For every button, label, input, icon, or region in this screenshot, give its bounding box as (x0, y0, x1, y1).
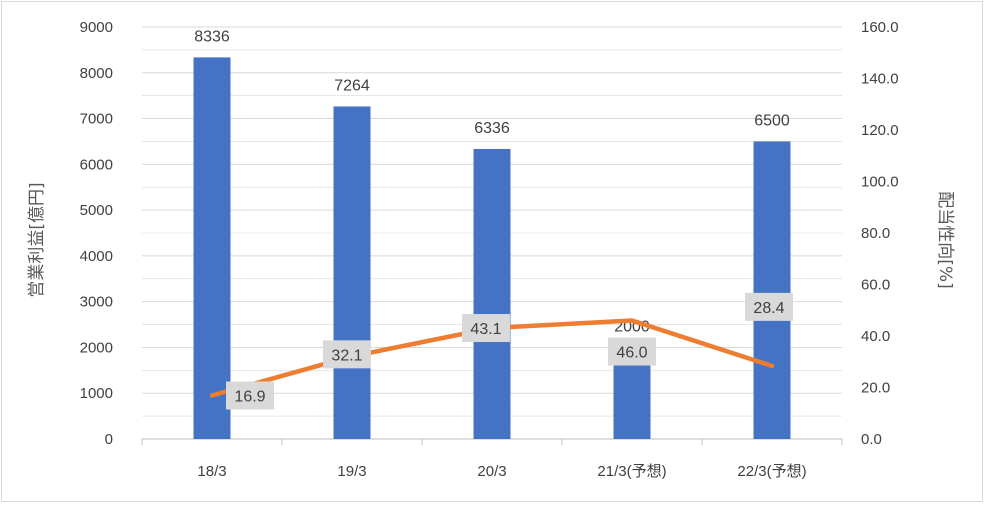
bar-value-label: 6500 (754, 112, 790, 129)
y2-tick-label: 60.0 (861, 277, 890, 294)
y2-tick-label: 80.0 (861, 225, 890, 242)
x-tick-label: 18/3 (197, 463, 226, 480)
line-label-box (323, 340, 371, 369)
bar-value-label: 7264 (334, 77, 370, 94)
line-label-box (608, 337, 656, 366)
y-tick-label: 7000 (80, 111, 113, 128)
line-data-labels: 16.9 32.1 43.1 46.0 28.4 (226, 292, 793, 410)
bar (193, 57, 231, 439)
line-label-box (226, 381, 274, 410)
y2-tick-label: 140.0 (861, 71, 899, 88)
bar-series (193, 57, 791, 440)
line-value-label: 32.1 (331, 347, 362, 364)
y-tick-label: 8000 (80, 65, 113, 82)
y2-axis-title: 配当性向[%] (935, 191, 955, 288)
y2-tick-label: 100.0 (861, 174, 899, 191)
line-value-label: 46.0 (616, 345, 647, 362)
y-axis-title: 営業利益[億円] (27, 182, 47, 297)
bar-value-label: 6336 (474, 120, 510, 137)
y-tick-label: 5000 (80, 202, 113, 219)
x-tick-label: 21/3(予想) (597, 463, 666, 480)
y-tick-label: 4000 (80, 248, 113, 265)
y-tick-label: 0 (105, 431, 113, 448)
x-axis-ticks: 18/3 19/3 20/3 21/3(予想) 22/3(予想) (197, 463, 806, 480)
y-tick-label: 9000 (80, 19, 113, 36)
y-tick-label: 2000 (80, 339, 113, 356)
bar (333, 106, 371, 440)
left-axis-ticks: 0 1000 2000 3000 4000 5000 6000 7000 8000 9000 (80, 19, 113, 448)
line-value-label: 16.9 (234, 388, 265, 405)
y2-tick-label: 120.0 (861, 122, 899, 139)
right-axis-ticks: 0.0 20.0 40.0 60.0 80.0 100.0 120.0 140.0 160.0 (861, 19, 899, 448)
y-tick-label: 6000 (80, 156, 113, 173)
y-tick-label: 3000 (80, 294, 113, 311)
line-label-box (462, 314, 510, 343)
line-value-label: 28.4 (753, 300, 784, 317)
bar-value-label: 8336 (194, 28, 230, 45)
bar (753, 141, 791, 439)
y2-tick-label: 160.0 (861, 19, 899, 36)
line-label-box (745, 292, 793, 321)
y2-tick-label: 40.0 (861, 328, 890, 345)
x-tick-label: 22/3(予想) (737, 463, 806, 480)
x-tick-label: 20/3 (477, 463, 506, 480)
y-tick-label: 1000 (80, 385, 113, 402)
y2-tick-label: 20.0 (861, 380, 890, 397)
bar (473, 148, 511, 439)
y2-tick-label: 0.0 (861, 431, 882, 448)
x-tick-label: 19/3 (337, 463, 366, 480)
line-value-label: 43.1 (470, 321, 501, 338)
